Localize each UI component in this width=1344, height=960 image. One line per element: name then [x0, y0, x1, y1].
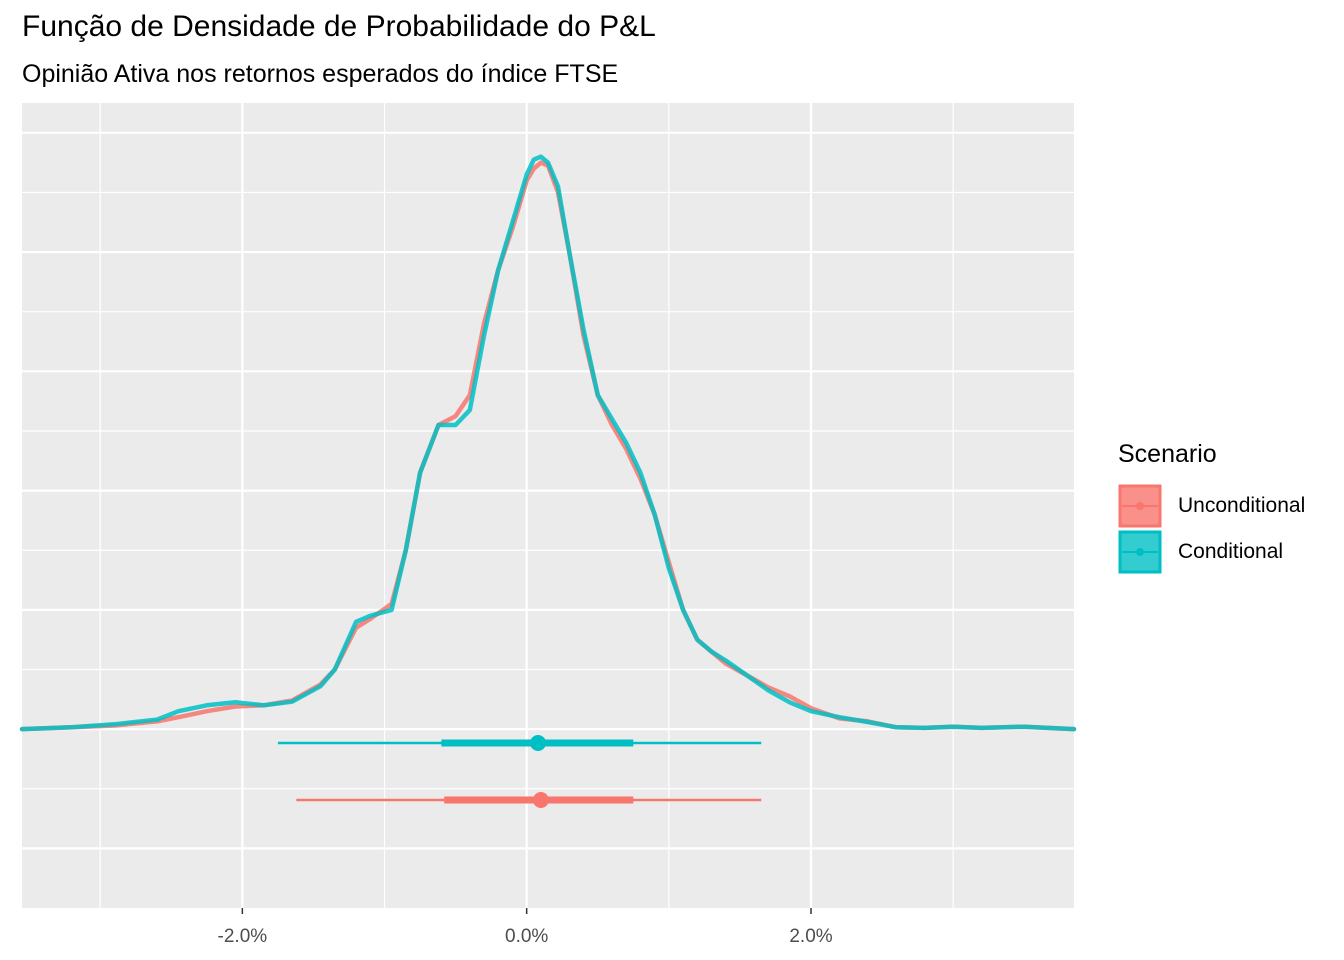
- density-line-conditional: [19, 154, 1077, 732]
- plot-panel: [22, 103, 1074, 908]
- interval-layer: [277, 735, 762, 808]
- legend: Scenario Unconditional Conditional: [1118, 440, 1305, 575]
- legend-label-conditional: Conditional: [1178, 540, 1284, 563]
- x-tick-label: 2.0%: [789, 926, 832, 947]
- density-lines: [19, 154, 1077, 732]
- interval-point-unconditional: [532, 792, 549, 808]
- legend-label-unconditional: Unconditional: [1178, 494, 1306, 517]
- interval-point-conditional: [530, 735, 547, 751]
- legend-key-unconditional: [1118, 484, 1162, 528]
- legend-item-conditional: Conditional: [1118, 529, 1305, 575]
- chart-title: Função de Densidade de Probabilidade do …: [22, 10, 656, 43]
- legend-item-unconditional: Unconditional: [1118, 483, 1305, 529]
- gridlines: [22, 103, 1074, 908]
- legend-swatch-point: [1136, 548, 1144, 556]
- x-tick-label: 0.0%: [505, 926, 548, 947]
- legend-key-conditional: [1118, 530, 1162, 574]
- legend-title: Scenario: [1118, 440, 1217, 468]
- x-axis: -2.0% 0.0% 2.0%: [218, 908, 833, 947]
- chart-subtitle: Opinião Ativa nos retornos esperados do …: [22, 60, 619, 88]
- x-tick-label: -2.0%: [218, 926, 268, 947]
- legend-swatch-point: [1136, 502, 1144, 510]
